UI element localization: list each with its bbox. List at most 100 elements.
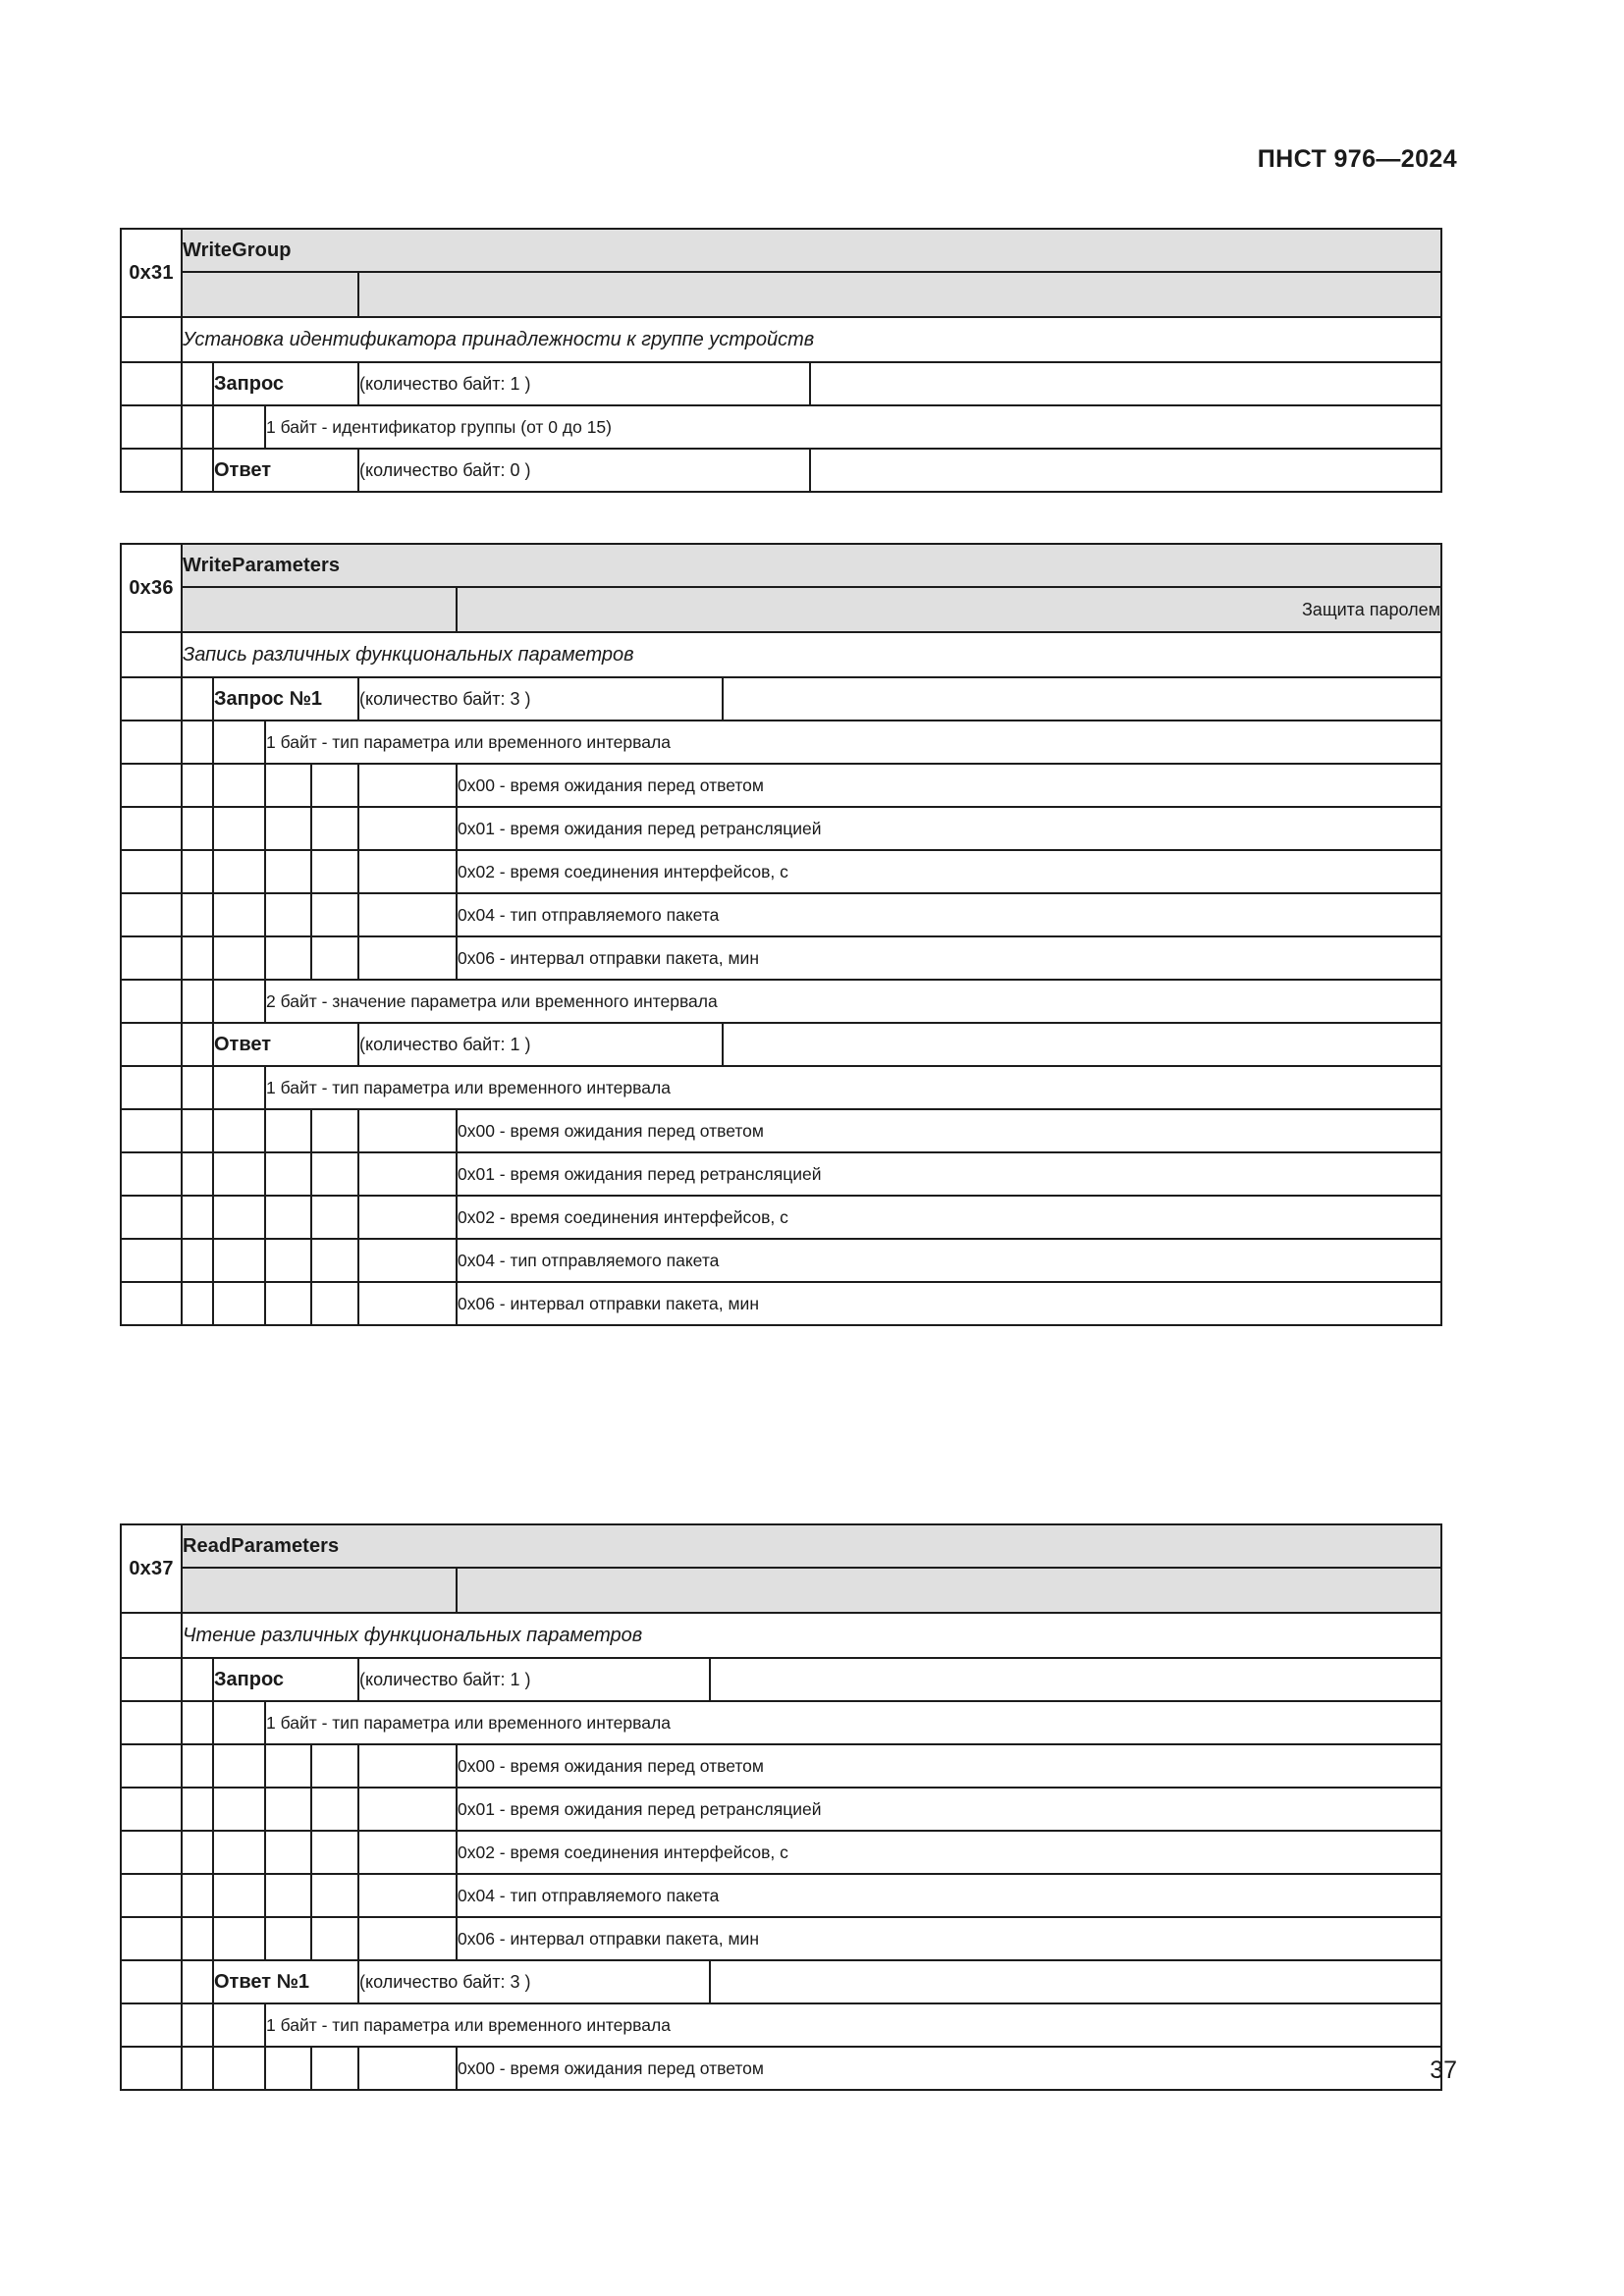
row-indent-cell: [120, 631, 183, 678]
command-table-writegroup: 0x31 WriteGroup Установка идентификатора…: [120, 228, 1443, 493]
row-indent-cell: [310, 1195, 359, 1240]
option-description: 0x01 - время ожидания перед ретрансляцие…: [455, 806, 1443, 851]
row-indent-cell: [120, 849, 183, 894]
row-indent-cell: [181, 720, 214, 765]
row-indent-cell: [181, 1195, 214, 1240]
row-indent-cell: [120, 979, 183, 1024]
row-indent-cell: [120, 1657, 183, 1702]
row-indent-cell: [310, 1238, 359, 1283]
row-indent-cell: [120, 316, 183, 363]
row-indent-cell: [120, 1612, 183, 1659]
option-description: 0x00 - время ожидания перед ответом: [455, 1743, 1443, 1789]
command-name: ReadParameters: [180, 1523, 1443, 1569]
row-indent-cell: [181, 935, 214, 981]
option-description: 0x00 - время ожидания перед ответом: [455, 763, 1443, 808]
row-indent-cell: [310, 1787, 359, 1832]
row-indent-cell: [212, 2046, 266, 2091]
row-empty-cell: [708, 1657, 1443, 1702]
row-indent-cell: [120, 1151, 183, 1197]
row-indent-cell: [357, 763, 458, 808]
command-code: 0x37: [120, 1523, 183, 1614]
row-indent-cell: [212, 1743, 266, 1789]
row-indent-cell: [212, 806, 266, 851]
row-indent-cell: [181, 1022, 214, 1067]
row-indent-cell: [120, 720, 183, 765]
command-description: Запись различных функциональных параметр…: [180, 631, 1443, 678]
option-description: 0x00 - время ожидания перед ответом: [455, 2046, 1443, 2091]
option-description: 0x01 - время ожидания перед ретрансляцие…: [455, 1787, 1443, 1832]
row-indent-cell: [264, 1743, 312, 1789]
message-byte-count: (количество байт: 3 ): [357, 1959, 711, 2004]
option-description: 0x01 - время ожидания перед ретрансляцие…: [455, 1151, 1443, 1197]
table-row: Чтение различных функциональных параметр…: [120, 1612, 1443, 1659]
row-indent-cell: [212, 1108, 266, 1153]
row-indent-cell: [120, 1700, 183, 1745]
row-indent-cell: [310, 1743, 359, 1789]
table-row: Защита паролем: [121, 586, 1443, 633]
row-indent-cell: [264, 1830, 312, 1875]
option-description: 0x06 - интервал отправки пакета, мин: [455, 935, 1443, 981]
row-empty-cell: [808, 361, 1443, 406]
row-indent-cell: [310, 1830, 359, 1875]
row-indent-cell: [264, 1281, 312, 1326]
row-indent-cell: [310, 763, 359, 808]
message-byte-count: (количество байт: 0 ): [357, 448, 811, 493]
row-indent-cell: [120, 404, 183, 450]
row-indent-cell: [181, 892, 214, 937]
row-indent-cell: [120, 1830, 183, 1875]
row-indent-cell: [120, 763, 183, 808]
row-indent-cell: [310, 1873, 359, 1918]
row-indent-cell: [264, 763, 312, 808]
message-role: Запрос №1: [212, 676, 359, 721]
row-indent-cell: [120, 1959, 183, 2004]
row-indent-cell: [120, 1743, 183, 1789]
message-byte-count: (количество байт: 1 ): [357, 361, 811, 406]
row-indent-cell: [212, 1873, 266, 1918]
row-indent-cell: [212, 1065, 266, 1110]
table-row: 1 байт - тип параметра или временного ин…: [120, 1065, 1443, 1110]
row-indent-cell: [357, 1281, 458, 1326]
row-indent-cell: [212, 404, 266, 450]
row-indent-cell: [310, 1151, 359, 1197]
table-row: 1 байт - тип параметра или временного ин…: [120, 720, 1443, 765]
row-indent-cell: [212, 1787, 266, 1832]
row-indent-cell: [212, 2002, 266, 2048]
row-empty-cell: [721, 676, 1443, 721]
row-indent-cell: [310, 1281, 359, 1326]
row-indent-cell: [310, 849, 359, 894]
option-description: 0x02 - время соединения интерфейсов, с: [455, 1195, 1443, 1240]
table-row: 0x02 - время соединения интерфейсов, с: [120, 1195, 1443, 1240]
row-indent-cell: [212, 1238, 266, 1283]
message-role: Ответ: [212, 448, 359, 493]
table-row: 0x00 - время ожидания перед ответом: [120, 1743, 1443, 1789]
row-indent-cell: [264, 1151, 312, 1197]
row-indent-cell: [181, 1700, 214, 1745]
row-indent-cell: [120, 1238, 183, 1283]
table-row: Установка идентификатора принадлежности …: [120, 316, 1443, 363]
row-indent-cell: [120, 1195, 183, 1240]
message-byte-count: (количество байт: 1 ): [357, 1022, 724, 1067]
table-row: Ответ (количество байт: 0 ): [120, 448, 1443, 493]
row-indent-cell: [120, 1281, 183, 1326]
row-indent-cell: [264, 1916, 312, 1961]
table-row: 0x04 - тип отправляемого пакета: [120, 1238, 1443, 1283]
row-indent-cell: [212, 935, 266, 981]
row-empty-cell: [721, 1022, 1443, 1067]
row-indent-cell: [120, 935, 183, 981]
table-row: 2 байт - значение параметра или временно…: [120, 979, 1443, 1024]
row-indent-cell: [181, 1787, 214, 1832]
message-role: Ответ №1: [212, 1959, 359, 2004]
row-indent-cell: [357, 849, 458, 894]
option-description: 0x04 - тип отправляемого пакета: [455, 1873, 1443, 1918]
table-row: 0x00 - время ожидания перед ответом: [120, 1108, 1443, 1153]
table-row: 0x01 - время ожидания перед ретрансляцие…: [120, 1787, 1443, 1832]
table-row: 0x02 - время соединения интерфейсов, с: [120, 849, 1443, 894]
row-indent-cell: [357, 1916, 458, 1961]
command-table-readparameters: 0x37 ReadParameters Чтение различных фун…: [120, 1523, 1443, 2091]
row-indent-cell: [264, 1195, 312, 1240]
table-row: 0x00 - время ожидания перед ответом: [120, 763, 1443, 808]
row-indent-cell: [181, 1065, 214, 1110]
row-indent-cell: [120, 2046, 183, 2091]
command-attr-right: [455, 1567, 1443, 1614]
